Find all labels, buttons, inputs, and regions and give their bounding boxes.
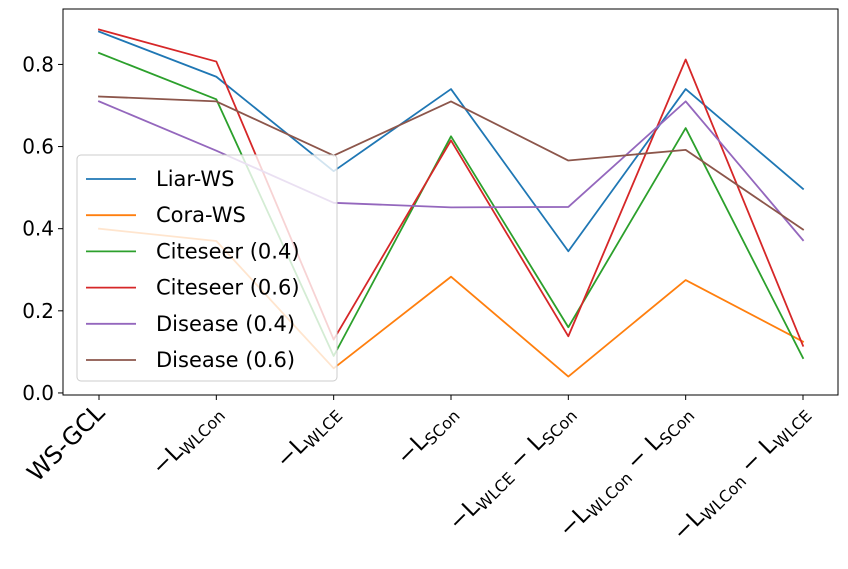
x-tick-label-minus-lwlce-minus-lscon: −LWLCE − LSCon bbox=[444, 400, 581, 537]
legend-label: Disease (0.6) bbox=[156, 348, 295, 372]
x-axis: WS-GCL −LWLCon −LWLCE −LSCon−LWLCE − LSCon−… bbox=[22, 395, 816, 546]
x-tick-label-ws-gcl: WS-GCL bbox=[22, 398, 111, 487]
x-tick-label-part: WLCon bbox=[583, 468, 636, 521]
legend: Liar-WS Cora-WS Citeseer (0.4) Citeseer (0.… bbox=[76, 154, 338, 382]
x-tick-label-part: SCon bbox=[538, 406, 581, 449]
legend-label: Citeseer (0.6) bbox=[156, 276, 300, 300]
series-line-5 bbox=[98, 95, 805, 231]
legend-label: Disease (0.4) bbox=[156, 312, 295, 336]
legend-label: Citeseer (0.4) bbox=[156, 239, 300, 263]
legend-box bbox=[76, 154, 338, 382]
series-line-0 bbox=[97, 30, 805, 253]
series-line-4 bbox=[97, 100, 805, 242]
y-tick-label: 0.0 bbox=[22, 381, 54, 405]
x-tick-label-part: WLCE bbox=[300, 406, 346, 452]
series-line-2 bbox=[97, 51, 805, 360]
legend-label: Cora-WS bbox=[156, 203, 246, 227]
y-axis: 0.0 0.2 0.4 0.6 0.8 bbox=[22, 52, 63, 405]
x-tick-label-minus-lwlcon: −LWLCon bbox=[147, 400, 229, 482]
series-line-3 bbox=[97, 28, 805, 347]
x-tick-label-part: WS-GCL bbox=[22, 398, 111, 487]
x-tick-label-part: WLCon bbox=[176, 406, 229, 459]
legend-label: Liar-WS bbox=[156, 167, 235, 191]
x-tick-label-minus-lwlce: −LWLCE bbox=[271, 400, 346, 475]
x-tick-label-part: SCon bbox=[421, 406, 464, 449]
y-tick-label: 0.8 bbox=[22, 52, 54, 76]
x-tick-label-part: SCon bbox=[656, 406, 699, 449]
y-tick-label: 0.2 bbox=[22, 299, 54, 323]
x-tick-label-part: WLCon bbox=[697, 472, 750, 525]
y-tick-label: 0.6 bbox=[22, 135, 54, 159]
x-tick-label-part: WLCE bbox=[770, 406, 816, 452]
x-tick-label-minus-lscon: −LSCon bbox=[392, 400, 464, 472]
y-tick-label: 0.4 bbox=[22, 217, 54, 241]
